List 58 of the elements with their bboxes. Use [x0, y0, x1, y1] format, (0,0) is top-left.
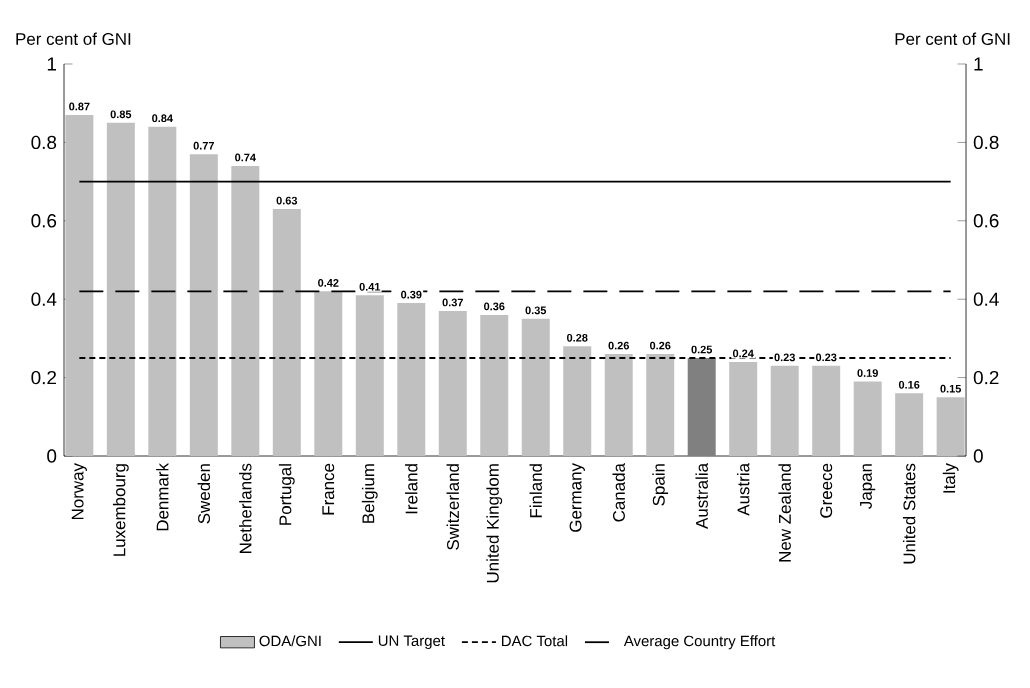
x-tick-label: United Kingdom	[486, 464, 503, 583]
y-tick-label: 0	[47, 449, 57, 463]
x-tick-label: Australia	[695, 463, 708, 529]
bar	[521, 318, 550, 456]
bar	[563, 346, 592, 456]
bar	[812, 365, 841, 456]
x-tick-label: Italy	[942, 463, 959, 493]
bar	[397, 303, 426, 456]
y2-tick-label: 0	[973, 449, 983, 463]
y-tick-label: 1	[47, 57, 57, 71]
y2-tick-label: 0.6	[973, 214, 999, 228]
bar	[314, 291, 343, 456]
bar	[480, 314, 509, 456]
y2-tick-label: 0.4	[973, 292, 999, 306]
x-tick-label: United States	[902, 463, 916, 564]
x-tick-label: Japan	[860, 464, 876, 509]
x-tick-label: Greece	[820, 463, 833, 518]
bar	[729, 361, 758, 456]
x-tick-label: Germany	[569, 463, 585, 532]
bar	[770, 365, 799, 456]
y2-axis-title: Per cent of GNI	[895, 32, 1010, 45]
y2-tick-label: 0.8	[973, 135, 999, 150]
x-tick-label: Canada	[612, 463, 625, 522]
x-tick-label: Ireland	[405, 464, 418, 514]
y2-tick-label: 1	[974, 57, 983, 71]
bar	[189, 154, 218, 456]
x-tick-label: France	[322, 463, 335, 515]
y2-tick-label: 0.2	[973, 370, 999, 385]
bar	[646, 354, 675, 456]
bar	[65, 114, 94, 456]
x-tick-label: Luxembourg	[112, 464, 129, 556]
bar	[231, 165, 260, 456]
bar	[895, 393, 924, 456]
x-tick-label: Sweden	[197, 464, 211, 524]
x-tick-label: Belgium	[361, 464, 378, 523]
bar	[438, 310, 467, 456]
y-tick-label: 0.8	[31, 135, 57, 150]
bar	[272, 209, 301, 456]
bar	[853, 381, 882, 456]
x-tick-label: Portugal	[278, 464, 295, 525]
y-axis-title: Per cent of GNI	[16, 32, 131, 45]
bar	[687, 358, 716, 456]
x-tick-label: Austria	[736, 463, 750, 516]
x-tick-label: Switzerland	[446, 464, 459, 550]
x-tick-label: New Zealand	[778, 464, 791, 562]
bar	[148, 126, 177, 456]
x-tick-label: Finland	[529, 464, 542, 518]
x-tick-label: Netherlands	[239, 463, 252, 553]
bar	[355, 295, 384, 456]
y-tick-label: 0.2	[31, 370, 57, 385]
bar	[936, 397, 965, 456]
bar	[106, 122, 135, 456]
x-tick-label: Denmark	[156, 463, 169, 531]
x-tick-label: Spain	[652, 464, 669, 506]
y-tick-label: 0.6	[31, 214, 57, 228]
bar	[604, 354, 633, 456]
y-tick-label: 0.4	[31, 292, 57, 306]
x-tick-label: Norway	[71, 463, 87, 520]
